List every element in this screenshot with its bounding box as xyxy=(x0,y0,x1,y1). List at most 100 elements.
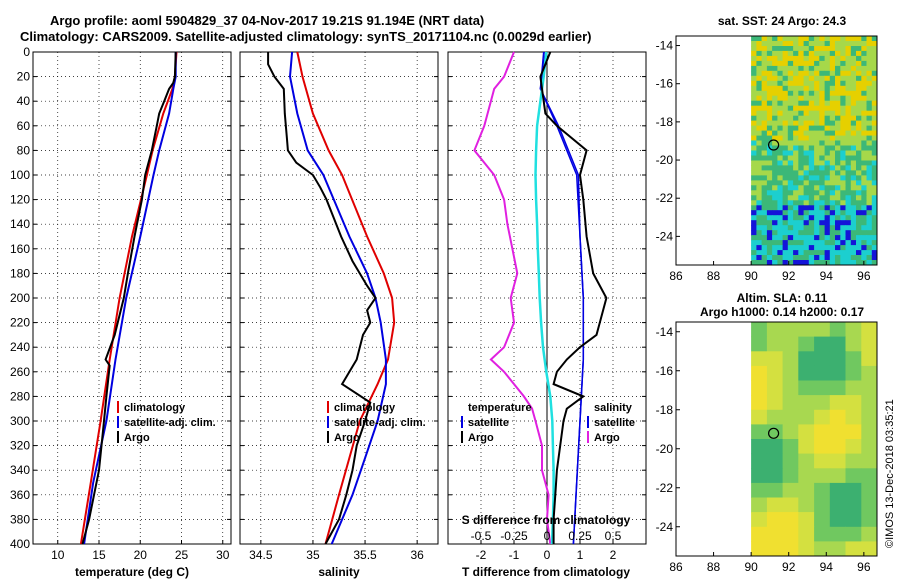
depth-tick-label: 40 xyxy=(17,94,31,108)
map-cell xyxy=(798,140,804,146)
map-cell xyxy=(782,322,799,338)
map-cell xyxy=(782,453,799,469)
map-cell xyxy=(861,145,867,151)
map-cell xyxy=(835,210,841,216)
map-cell xyxy=(814,541,831,557)
map-cell xyxy=(751,482,768,498)
temperature-legend-argo-swatch xyxy=(117,431,119,443)
map-cell xyxy=(829,512,846,528)
map-cell xyxy=(756,170,763,176)
map-cell xyxy=(829,85,836,92)
map-cell xyxy=(861,200,867,206)
map-cell xyxy=(850,180,857,186)
map-cell xyxy=(835,160,841,166)
map-cell xyxy=(871,145,878,151)
map-cell xyxy=(782,135,789,142)
map-cell xyxy=(850,85,857,92)
map-cell xyxy=(766,439,784,455)
map-cell xyxy=(808,135,815,142)
map-cell xyxy=(840,80,846,87)
map-cell xyxy=(751,200,757,206)
map-cell xyxy=(835,230,841,236)
map-cell xyxy=(829,190,836,196)
map-cell xyxy=(793,60,799,67)
map-cell xyxy=(756,90,763,97)
map-cell xyxy=(835,175,841,181)
map-cell xyxy=(766,395,784,411)
map-cell xyxy=(798,145,804,151)
map-cell xyxy=(845,41,852,47)
map-cell xyxy=(824,36,831,42)
map-cell xyxy=(845,541,862,557)
map-cell xyxy=(871,180,878,186)
map-cell xyxy=(808,41,815,47)
map-cell xyxy=(824,200,831,206)
map-cell xyxy=(861,65,867,72)
s-diff-tick-label: -0.25 xyxy=(500,529,528,543)
map-cell xyxy=(787,170,794,176)
salinity-legend-climatology-swatch xyxy=(327,401,329,413)
map-cell xyxy=(845,409,862,425)
map-cell xyxy=(840,210,846,216)
map-cell xyxy=(751,150,757,156)
map-cell xyxy=(798,65,804,72)
map-cell xyxy=(829,75,836,82)
map-cell xyxy=(824,41,831,47)
map-cell xyxy=(856,185,862,191)
map-cell xyxy=(782,80,789,87)
map-cell xyxy=(798,60,804,67)
map-cell xyxy=(861,225,867,231)
temperature-legend-satellite-swatch xyxy=(117,416,119,428)
map-cell xyxy=(856,250,862,256)
map-cell xyxy=(751,240,757,246)
map-cell xyxy=(856,110,862,117)
map-cell xyxy=(829,185,836,191)
map-cell xyxy=(751,145,757,151)
map-cell xyxy=(829,115,836,122)
map-cell xyxy=(793,200,799,206)
map-cell xyxy=(829,541,846,557)
map-cell xyxy=(798,395,815,411)
map-cell xyxy=(845,36,852,42)
map-cell xyxy=(751,541,768,557)
map-cell xyxy=(814,100,820,107)
x-tick-label: 0 xyxy=(544,548,551,562)
map-cell xyxy=(798,90,804,97)
map-cell xyxy=(829,105,836,112)
map-cell xyxy=(856,235,862,241)
map-cell xyxy=(793,190,799,196)
map-cell xyxy=(766,100,773,107)
map-cell xyxy=(835,225,841,231)
map-cell xyxy=(751,55,757,62)
map-cell xyxy=(856,60,862,67)
map-cell xyxy=(782,205,789,211)
map-cell xyxy=(793,95,799,102)
map-cell xyxy=(814,145,820,151)
map-cell xyxy=(772,160,778,166)
difference-grid xyxy=(448,52,646,544)
map-cell xyxy=(787,155,794,161)
map-cell xyxy=(829,95,836,102)
map-cell xyxy=(835,235,841,241)
difference-t-satellite-line xyxy=(539,51,585,545)
map-cell xyxy=(772,95,778,102)
map-cell xyxy=(782,245,789,251)
map-cell xyxy=(845,100,852,107)
map-cell xyxy=(850,130,857,137)
map-cell xyxy=(761,215,768,221)
map-cell xyxy=(782,85,789,92)
map-cell xyxy=(814,46,820,52)
map-cell xyxy=(829,195,836,201)
map-cell xyxy=(798,85,804,92)
map-cell xyxy=(756,175,763,181)
map-cell xyxy=(835,135,841,142)
map-cell xyxy=(850,115,857,122)
map-cell xyxy=(829,140,836,146)
map-cell xyxy=(814,160,820,166)
map-cell xyxy=(856,90,862,97)
map-cell xyxy=(782,100,789,107)
depth-tick-label: 60 xyxy=(17,119,31,133)
map-cell xyxy=(777,230,784,236)
map-cell xyxy=(871,200,878,206)
map-cell xyxy=(819,70,825,77)
